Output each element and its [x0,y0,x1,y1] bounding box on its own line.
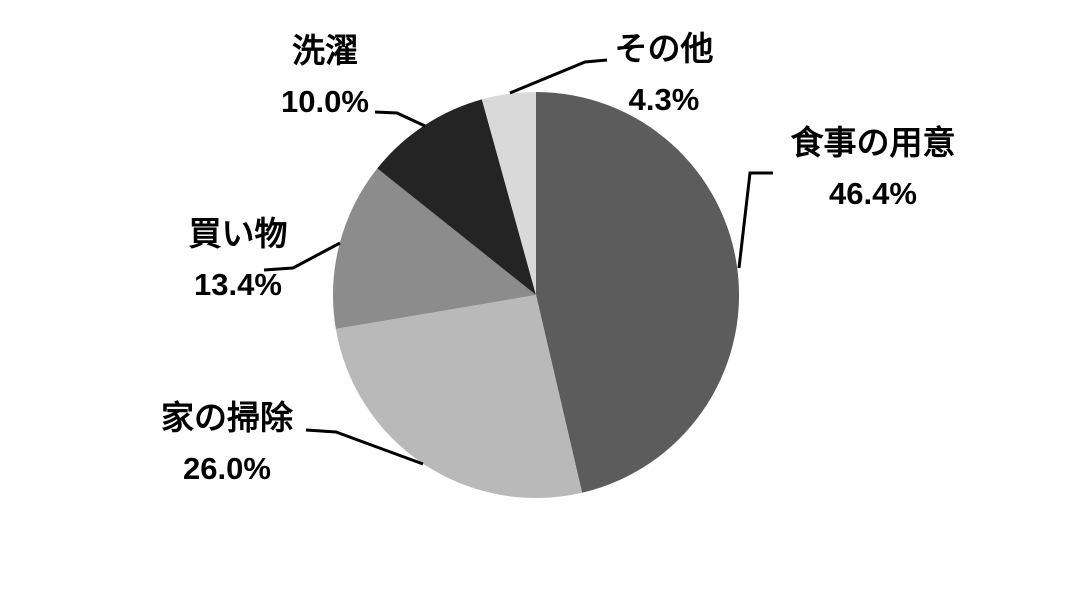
label-laundry-text: 洗濯 [292,32,358,69]
label-meal-preparation-pct: 46.4% [829,176,917,211]
leader-line-shopping [263,241,341,272]
label-house-cleaning-text: 家の掃除 [161,399,293,436]
label-other: その他 4.3% [534,23,794,125]
label-shopping-pct: 13.4% [194,267,282,302]
label-shopping: 買い物 13.4% [108,208,368,310]
label-shopping-text: 買い物 [188,215,288,252]
label-other-pct: 4.3% [628,82,700,117]
pie-slice-laundry [377,99,536,295]
pie-slice-meal-preparation [536,92,740,493]
label-meal-preparation-text: 食事の用意 [790,124,956,161]
leader-line-meal-preparation [737,171,773,269]
label-laundry-pct: 10.0% [281,84,369,119]
label-house-cleaning: 家の掃除 26.0% [97,392,357,494]
pie-slice-house-cleaning [335,295,583,499]
leader-line-house-cleaning [305,428,424,466]
label-meal-preparation: 食事の用意 46.4% [743,117,1003,219]
leader-line-other [509,58,608,95]
label-laundry: 洗濯 10.0% [195,25,455,127]
label-other-text: その他 [614,30,714,67]
pie-slice-shopping [332,168,536,329]
leader-line-laundry [374,110,426,128]
pie-slice-other [481,92,536,295]
label-house-cleaning-pct: 26.0% [183,451,271,486]
